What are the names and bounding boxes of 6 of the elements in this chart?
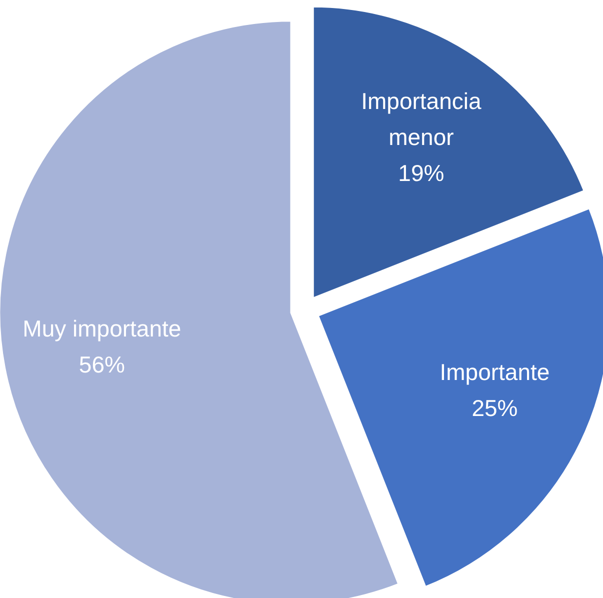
slice-label: Importante	[440, 359, 550, 386]
data-label: 19%	[398, 160, 444, 186]
slice-label: Muy importante	[22, 316, 182, 342]
data-label: 56%	[78, 352, 125, 378]
data-label: 25%	[472, 395, 518, 422]
slice-label: Importancia menor	[361, 88, 482, 150]
